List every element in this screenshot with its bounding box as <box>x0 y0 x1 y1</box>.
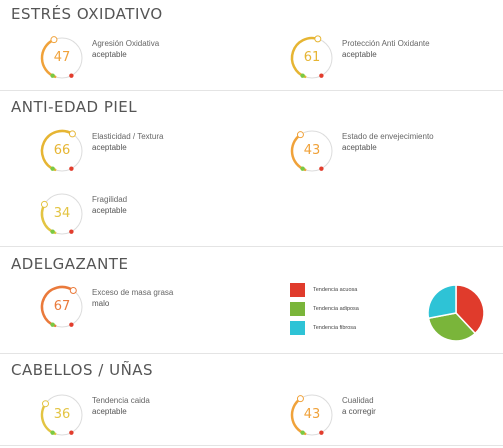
gauge-value: 67 <box>53 299 71 314</box>
metric-status: aceptable <box>92 206 127 215</box>
gauge-arc <box>40 285 83 328</box>
gauge: 43 <box>288 391 336 439</box>
gauge-arc <box>290 35 333 79</box>
metric-status: aceptable <box>92 50 127 59</box>
section-title-antiage: ANTI-EDAD PIEL <box>11 98 138 116</box>
legend-swatch <box>290 321 305 335</box>
metric-label: Exceso de masa grasa <box>92 288 174 297</box>
gauge-arc <box>40 394 83 436</box>
section-title-hair-nails: CABELLOS / UÑAS <box>11 361 154 379</box>
legend-label: Tendencia acuosa <box>313 287 358 293</box>
metric-status: malo <box>92 299 110 308</box>
section-divider <box>0 246 503 247</box>
gauge-value: 43 <box>303 143 321 158</box>
gauge-value: 36 <box>53 407 71 422</box>
legend-swatch <box>290 302 305 316</box>
gauge: 36 <box>38 391 86 439</box>
gauge: 61 <box>288 34 336 82</box>
gauge-value: 61 <box>303 50 321 65</box>
gauge-arc <box>40 193 83 235</box>
gauge-arc <box>40 36 83 79</box>
section-title-slimming: ADELGAZANTE <box>11 255 129 273</box>
gauge: 66 <box>38 127 86 175</box>
pie-slice-tendencia-adiposa <box>427 312 477 342</box>
gauge-value: 34 <box>53 206 71 221</box>
tendency-pie-chart <box>427 284 485 342</box>
gauge-arc <box>290 130 333 172</box>
metric-label: Tendencia caida <box>92 396 150 405</box>
metric-label: Estado de envejecimiento <box>342 132 434 141</box>
pie-slice-tendencia-acuosa <box>455 284 485 335</box>
section-title-oxidative: ESTRÉS OXIDATIVO <box>11 5 163 23</box>
legend-swatch <box>290 283 305 297</box>
gauge: 67 <box>38 283 86 331</box>
gauge-value: 66 <box>53 143 71 158</box>
metric-status: aceptable <box>92 143 127 152</box>
metric-label: Agresión Oxidativa <box>92 39 160 48</box>
legend-label: Tendencia fibrosa <box>313 325 357 331</box>
gauge: 43 <box>288 127 336 175</box>
metric-status: a corregir <box>342 407 376 416</box>
metric-label: Cualidad <box>342 396 374 405</box>
section-divider <box>0 445 503 446</box>
section-divider <box>0 353 503 354</box>
metric-label: Fragilidad <box>92 195 128 204</box>
section-divider <box>0 90 503 91</box>
gauge: 47 <box>38 34 86 82</box>
metric-status: aceptable <box>342 50 377 59</box>
gauge-arc <box>290 394 333 436</box>
metric-status: aceptable <box>92 407 127 416</box>
metric-label: Elasticidad / Textura <box>92 132 164 141</box>
metric-status: aceptable <box>342 143 377 152</box>
pie-slice-tendencia-fibrosa <box>427 284 457 320</box>
legend-label: Tendencia adiposa <box>313 306 359 312</box>
gauge-arc <box>40 129 83 172</box>
gauge-value: 43 <box>303 407 321 422</box>
metric-label: Protección Anti Oxidante <box>342 39 430 48</box>
gauge-value: 47 <box>53 50 71 65</box>
gauge: 34 <box>38 190 86 238</box>
